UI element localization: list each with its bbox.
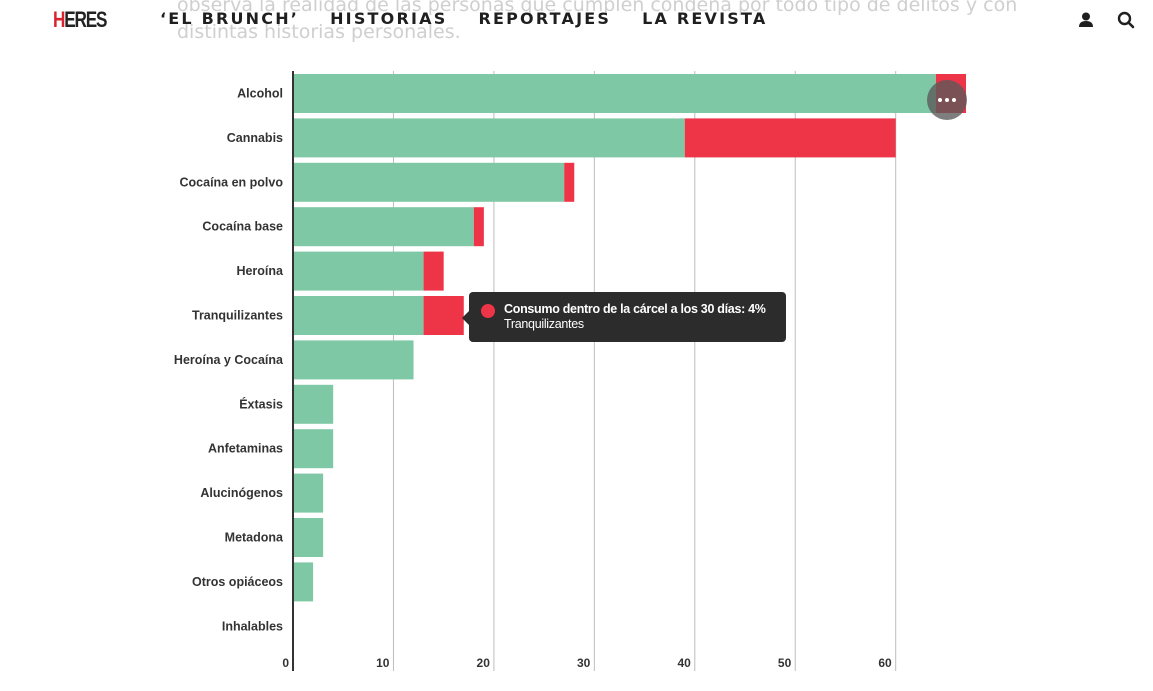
- category-label: Anfetaminas: [208, 442, 283, 456]
- site-logo[interactable]: HERES: [53, 7, 107, 32]
- chart-grid: [392, 71, 897, 671]
- chart-labels: 0 10 20 30 40 50 60 Alcohol Cannabis Cocaína en p…: [174, 87, 892, 671]
- category-label: Alcohol: [237, 87, 283, 101]
- bar-green-segment: [293, 162, 565, 202]
- logo-rest: ERES: [64, 7, 107, 32]
- bar-green-segment: [293, 118, 685, 158]
- bar-green-segment: [293, 296, 424, 335]
- category-label: Heroína y Cocaína: [174, 353, 284, 367]
- category-label: Cocaína base: [202, 220, 283, 234]
- series-color-dot: [481, 304, 495, 318]
- x-tick-label: 10: [376, 656, 390, 670]
- article-line-2: distintas historias personales.: [177, 21, 461, 43]
- bar-green-segment: [293, 384, 334, 424]
- nav-el-brunch[interactable]: ‘EL BRUNCH’: [160, 9, 300, 28]
- dot-icon: [945, 98, 949, 102]
- tooltip-category: Tranquilizantes: [504, 317, 584, 331]
- user-icon[interactable]: [1076, 10, 1096, 30]
- chart-bars: [293, 74, 967, 602]
- category-label: Alucinógenos: [200, 486, 283, 500]
- chart-tooltip: Consumo dentro de la cárcel a los 30 día…: [462, 292, 786, 342]
- dot-icon: [952, 98, 956, 102]
- category-label: Cocaína en polvo: [180, 175, 284, 189]
- bar-red-segment: [564, 162, 575, 202]
- bar-red-segment: [423, 296, 464, 335]
- bar-red-segment: [423, 251, 444, 291]
- x-tick-label: 40: [677, 656, 691, 670]
- bar-green-segment: [293, 251, 424, 291]
- category-label: Tranquilizantes: [192, 309, 283, 323]
- top-navigation-bar: HERES ‘EL BRUNCH’ HISTORIAS REPORTAJES L…: [0, 0, 1153, 40]
- main-nav: ‘EL BRUNCH’ HISTORIAS REPORTAJES LA REVI…: [160, 9, 767, 29]
- category-label: Inhalables: [222, 619, 283, 633]
- x-tick-label: 0: [282, 656, 289, 670]
- nav-historias[interactable]: HISTORIAS: [330, 9, 448, 28]
- bar-green-segment: [293, 562, 314, 602]
- bar-red-segment: [473, 207, 484, 247]
- bar-green-segment: [293, 518, 324, 557]
- nav-la-revista[interactable]: LA REVISTA: [642, 9, 768, 28]
- bar-green-segment: [293, 429, 334, 469]
- nav-reportajes[interactable]: REPORTAJES: [478, 9, 612, 28]
- category-label: Metadona: [225, 531, 284, 545]
- category-label: Otros opiáceos: [192, 575, 283, 589]
- article-text: observa la realidad de las personas que …: [177, 0, 1018, 46]
- drug-consumption-bar-chart: 0 10 20 30 40 50 60 Alcohol Cannabis Cocaína en p…: [174, 71, 967, 671]
- bar-green-segment: [293, 207, 474, 247]
- bar-green-segment: [293, 74, 936, 113]
- x-tick-label: 30: [577, 656, 591, 670]
- article-line-1: observa la realidad de las personas que …: [177, 0, 1018, 16]
- x-tick-label: 20: [477, 656, 491, 670]
- more-options-button[interactable]: [927, 80, 967, 120]
- logo-letter: H: [53, 7, 65, 32]
- bar-green-segment: [293, 473, 324, 513]
- bar-red-segment: [684, 118, 896, 158]
- x-tick-label: 50: [778, 656, 792, 670]
- category-label: Cannabis: [227, 131, 283, 145]
- dot-icon: [938, 98, 942, 102]
- category-label: Éxtasis: [239, 396, 283, 411]
- x-tick-label: 60: [878, 656, 892, 670]
- tooltip-series: Consumo dentro de la cárcel a los 30 día…: [504, 302, 766, 316]
- category-label: Heroína: [236, 264, 284, 278]
- bar-green-segment: [293, 340, 414, 380]
- search-icon[interactable]: [1116, 10, 1136, 30]
